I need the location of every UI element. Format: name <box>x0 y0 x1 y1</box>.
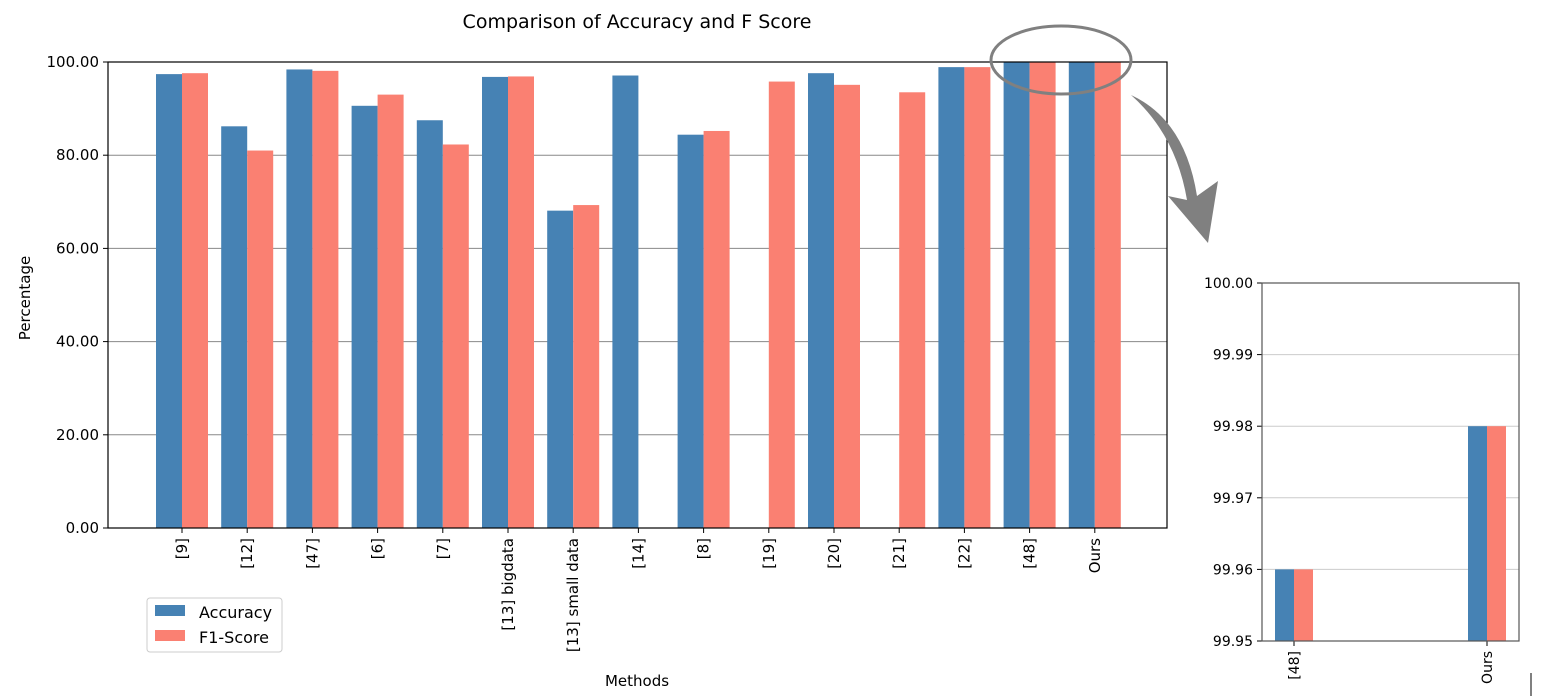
main-x-tick-label: Ours <box>1086 538 1104 573</box>
main-x-tick-label: [14] <box>629 538 647 569</box>
main-x-tick-label: [21] <box>890 538 908 569</box>
main-bar-f1-score-8 <box>703 130 730 528</box>
legend-label-accuracy: Accuracy <box>199 603 272 622</box>
main-y-tick-label: 60.00 <box>56 239 99 257</box>
inset-plot-frame <box>1261 282 1520 642</box>
main-bar-f1-score-9 <box>182 73 208 529</box>
main-y-tick-label: 40.00 <box>56 333 99 351</box>
main-x-tick-label: [20] <box>825 538 843 569</box>
inset-y-tick-label: 100.00 <box>1204 276 1253 292</box>
inset-y-tick-label: 99.95 <box>1213 634 1253 650</box>
main-bar-f1-score-12 <box>247 150 274 529</box>
main-bar-f1-score-ours <box>1094 62 1121 528</box>
main-x-tick-label: [7] <box>434 538 452 559</box>
main-y-tick-label: 80.00 <box>56 146 99 164</box>
inset-bar-series-1-ours <box>1468 426 1487 641</box>
inset-bars <box>1275 426 1506 641</box>
main-bar-accuracy-ours <box>1068 62 1095 528</box>
main-bar-f1-score-13-bigdata <box>508 76 534 529</box>
main-bar-accuracy-13-small-data <box>547 210 574 529</box>
inset-y-tick-label: 99.99 <box>1213 348 1253 364</box>
inset-bar-series-2-ours <box>1487 426 1506 641</box>
main-x-tick-label: [48] <box>1021 538 1039 569</box>
main-bar-accuracy-8 <box>677 134 704 529</box>
main-x-tick-label: [13] bigdata <box>499 538 517 631</box>
legend: Accuracy F1-Score <box>146 597 283 653</box>
main-x-tick-label: [12] <box>238 538 256 569</box>
main-bar-accuracy-14 <box>612 75 639 528</box>
main-chart-title: Comparison of Accuracy and F Score <box>463 11 812 33</box>
main-y-axis-label: Percentage <box>16 256 34 340</box>
inset-bar-series-1-48 <box>1275 569 1294 641</box>
inset-bar-series-2-48 <box>1294 569 1313 641</box>
main-bar-f1-score-13-small-data <box>573 205 600 528</box>
main-bar-f1-score-19 <box>768 81 795 529</box>
inset-y-tick-label: 99.96 <box>1213 562 1253 578</box>
main-bar-accuracy-22 <box>938 67 965 528</box>
main-bar-f1-score-22 <box>964 67 991 528</box>
main-bar-accuracy-48 <box>1003 62 1030 528</box>
main-x-tick-label: [13] small data <box>564 538 582 652</box>
main-y-tick-label: 20.00 <box>56 426 99 444</box>
legend-swatch-accuracy <box>155 605 185 616</box>
main-y-tick-label: 100.00 <box>47 53 100 71</box>
main-bar-accuracy-7 <box>416 120 443 528</box>
main-x-tick-label: [8] <box>695 538 713 559</box>
legend-swatch-f1-score <box>155 630 185 641</box>
inset-ticks: 99.95 99.96 99.97 99.98 99.99 100.00 [48] Ours <box>1204 276 1496 684</box>
main-x-tick-label: [19] <box>760 538 778 569</box>
zoom-arrow-icon <box>1131 95 1218 243</box>
main-bar-accuracy-6 <box>351 105 378 528</box>
main-bar-accuracy-20 <box>808 73 834 529</box>
zoom-highlight-ellipse <box>989 24 1133 96</box>
main-x-tick-label: [47] <box>303 538 321 569</box>
legend-label-f1-score: F1-Score <box>199 628 269 647</box>
main-bar-f1-score-7 <box>442 144 469 528</box>
main-bar-f1-score-6 <box>377 94 404 529</box>
inset-y-tick-label: 99.98 <box>1213 419 1253 435</box>
main-bar-f1-score-21 <box>899 92 926 528</box>
main-x-axis-label: Methods <box>605 672 669 690</box>
main-x-tick-label: [9] <box>173 538 191 559</box>
main-bar-f1-score-48 <box>1029 62 1056 528</box>
main-ticks: 0.00 20.00 40.00 60.00 80.00 100.00 [9] [12] [47… <box>47 53 1104 652</box>
main-bar-accuracy-13-bigdata <box>482 76 508 529</box>
main-bar-accuracy-47 <box>286 69 313 529</box>
inset-y-tick-label: 99.97 <box>1213 491 1253 507</box>
main-x-tick-label: [6] <box>369 538 387 559</box>
main-bar-accuracy-9 <box>156 74 182 528</box>
main-bar-accuracy-12 <box>221 126 248 529</box>
main-bar-f1-score-47 <box>312 70 339 528</box>
main-y-tick-label: 0.00 <box>66 519 99 537</box>
main-x-tick-label: [22] <box>955 538 973 569</box>
inset-x-tick-label: Ours <box>1480 651 1496 684</box>
main-bars <box>156 62 1121 529</box>
main-bar-f1-score-20 <box>834 84 860 529</box>
main-plot-frame <box>107 61 1168 529</box>
inset-x-tick-label: [48] <box>1287 651 1303 680</box>
